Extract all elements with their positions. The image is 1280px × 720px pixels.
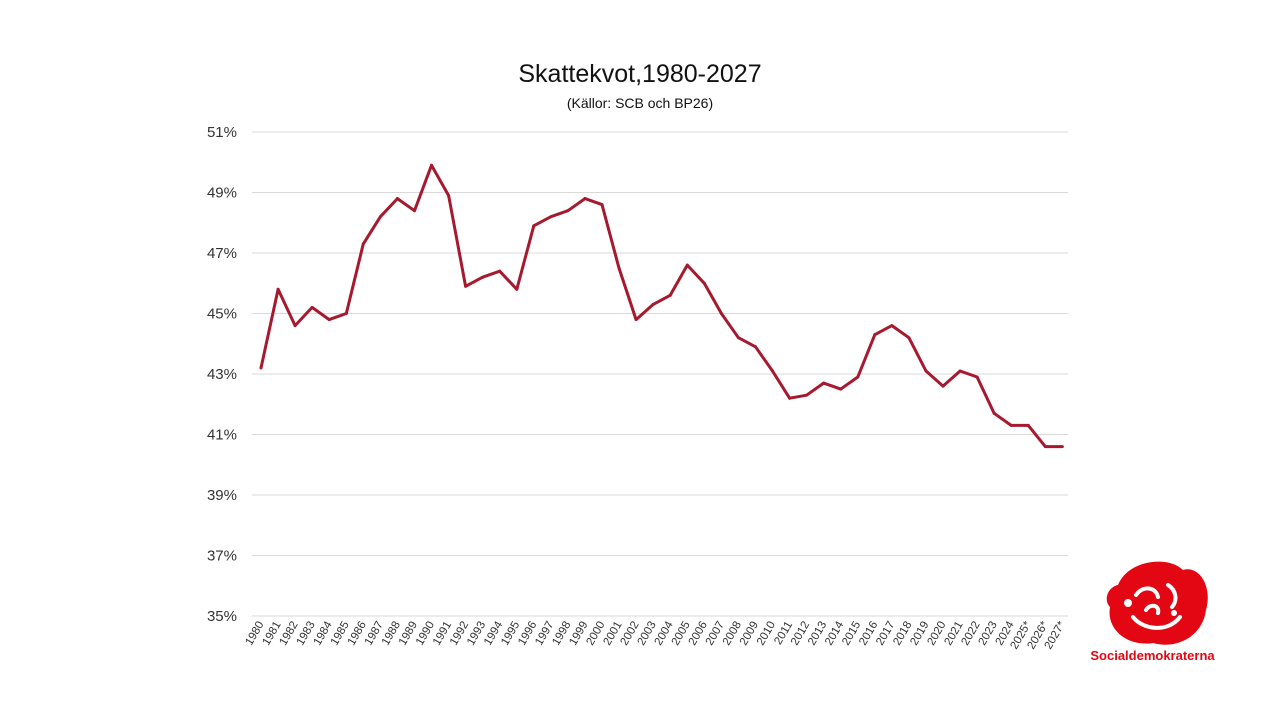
series-layer: [259, 163, 1064, 449]
data-point: [1060, 445, 1064, 449]
data-point: [583, 197, 587, 201]
data-point: [395, 197, 399, 201]
data-point: [532, 224, 536, 228]
data-point: [753, 345, 757, 349]
y-tick-label: 37%: [207, 548, 237, 565]
y-tick-label: 51%: [207, 124, 237, 141]
data-point: [822, 381, 826, 385]
data-point: [805, 393, 809, 397]
y-axis-ticks: 51% 49% 47% 45% 43% 41% 39% 37% 35%: [207, 124, 237, 625]
data-point: [481, 275, 485, 279]
chart-title: Skattekvot,1980-2027: [518, 60, 762, 88]
x-tick-label: 2010: [755, 620, 778, 648]
data-point: [378, 215, 382, 219]
data-point: [634, 318, 638, 322]
data-point: [447, 194, 451, 198]
rose-icon: [1106, 561, 1208, 645]
data-point: [361, 242, 365, 246]
data-point: [702, 281, 706, 285]
y-tick-label: 39%: [207, 487, 237, 504]
data-point: [1009, 423, 1013, 427]
y-tick-label: 35%: [207, 608, 237, 625]
y-tick-label: 49%: [207, 185, 237, 202]
data-point: [856, 375, 860, 379]
data-point: [941, 384, 945, 388]
logo-text: Socialdemokraterna: [1090, 648, 1215, 663]
data-point: [788, 396, 792, 400]
data-point: [907, 336, 911, 340]
data-point: [412, 209, 416, 213]
data-point: [719, 312, 723, 315]
data-point: [992, 411, 996, 415]
data-point: [668, 293, 672, 297]
data-point: [293, 324, 297, 328]
data-point: [549, 215, 553, 219]
data-point: [617, 266, 621, 270]
series-line-skattekvot: [259, 163, 1063, 449]
socialdemokraterna-rose-logo: [1106, 561, 1208, 645]
data-point: [839, 387, 843, 391]
data-point: [276, 287, 280, 291]
data-point: [310, 305, 314, 309]
data-point: [685, 263, 689, 267]
data-point: [975, 375, 979, 379]
chart-subtitle: (Källor: SCB och BP26): [566, 95, 714, 111]
data-point: [327, 318, 331, 322]
data-point: [890, 324, 894, 328]
data-point: [600, 203, 604, 207]
y-tick-label: 45%: [207, 306, 237, 323]
data-point: [515, 287, 519, 291]
data-point: [566, 209, 570, 213]
data-point: [1026, 423, 1030, 427]
data-point: [464, 284, 468, 288]
data-point: [651, 302, 655, 306]
y-tick-label: 43%: [207, 366, 237, 383]
data-point: [344, 312, 348, 315]
x-axis-ticks: 1980198119821983198419851986198719881989…: [243, 619, 1068, 652]
y-tick-label: 41%: [207, 427, 237, 444]
data-point: [958, 369, 962, 373]
data-point: [771, 369, 774, 373]
data-point: [873, 333, 877, 337]
data-point: [259, 366, 263, 370]
data-point: [430, 163, 433, 167]
gridlines: [252, 131, 1068, 617]
data-point: [1043, 445, 1047, 449]
y-tick-label: 47%: [207, 245, 237, 262]
data-point: [924, 369, 928, 373]
data-point: [498, 269, 502, 273]
data-point: [736, 336, 740, 340]
